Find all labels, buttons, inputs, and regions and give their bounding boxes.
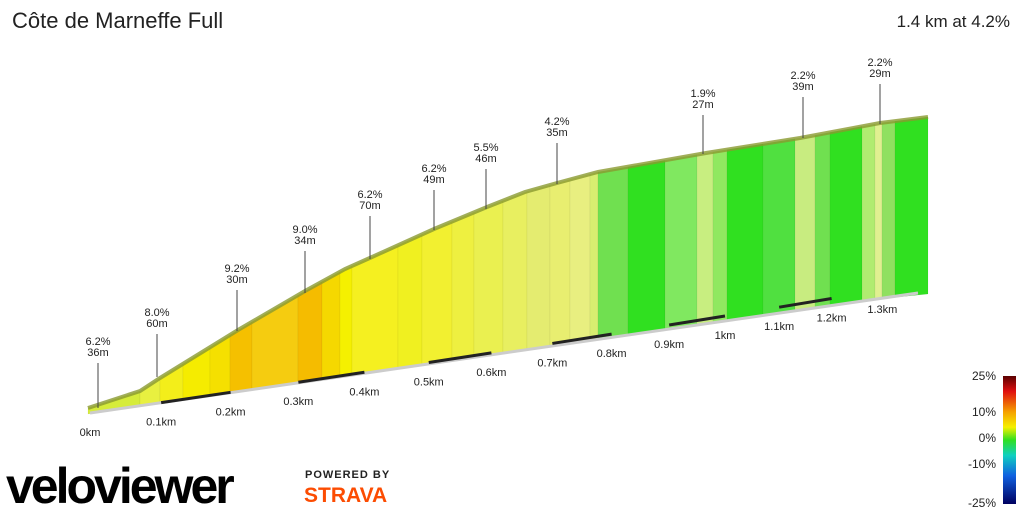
annotation-grade: 5.5% bbox=[473, 142, 498, 154]
baseline-segment bbox=[778, 297, 832, 309]
annotation-length: 30m bbox=[226, 274, 247, 286]
baseline-segment bbox=[552, 332, 612, 345]
x-tick-label: 1.1km bbox=[764, 321, 794, 333]
chart-subtitle: 1.4 km at 4.2% bbox=[897, 12, 1010, 31]
x-tick-label: 0.7km bbox=[537, 357, 567, 369]
baseline-segment bbox=[428, 351, 492, 364]
annotation-length: 39m bbox=[792, 81, 813, 93]
x-tick-label: 0km bbox=[80, 427, 101, 439]
annotation-length: 60m bbox=[146, 318, 167, 330]
profile-slice bbox=[597, 166, 629, 341]
x-tick-label: 0.6km bbox=[476, 367, 506, 379]
color-scale-label: 25% bbox=[972, 369, 996, 383]
profile-slice bbox=[829, 126, 863, 308]
annotation-grade: 6.2% bbox=[421, 163, 446, 175]
profile-edge bbox=[87, 115, 929, 410]
baseline-segment bbox=[160, 390, 231, 405]
x-tick-label: 1.2km bbox=[817, 313, 847, 325]
annotation-grade: 9.0% bbox=[292, 224, 317, 236]
profile-slice bbox=[696, 151, 714, 327]
annotation-grade: 2.2% bbox=[867, 57, 892, 69]
baseline-segment bbox=[668, 314, 726, 327]
profile-slice bbox=[874, 122, 883, 301]
profile-slice bbox=[421, 221, 453, 366]
profile-slice bbox=[589, 171, 599, 342]
profile-slice bbox=[861, 123, 876, 303]
profile-slice bbox=[502, 191, 528, 355]
profile-slice bbox=[451, 212, 475, 362]
annotation-length: 46m bbox=[475, 153, 496, 165]
x-tick-label: 0.3km bbox=[283, 396, 313, 408]
annotation-grade: 4.2% bbox=[544, 116, 569, 128]
x-tick-label: 0.4km bbox=[349, 386, 379, 398]
profile-slice bbox=[526, 184, 551, 351]
profile-slice bbox=[881, 120, 896, 300]
annotation-length: 70m bbox=[359, 200, 380, 212]
annotation-grade: 9.2% bbox=[224, 263, 249, 275]
annotation-length: 34m bbox=[294, 235, 315, 247]
profile-slice bbox=[297, 281, 323, 384]
x-tick-label: 0.1km bbox=[146, 417, 176, 429]
logo: veloviewer bbox=[6, 458, 234, 512]
profile-slice bbox=[549, 179, 571, 348]
baseline-segment bbox=[298, 370, 365, 384]
color-scale-label: -10% bbox=[968, 457, 996, 471]
color-scale-label: -25% bbox=[968, 496, 996, 510]
x-tick-label: 0.5km bbox=[414, 377, 444, 389]
annotation-grade: 2.2% bbox=[790, 70, 815, 82]
profile-slice bbox=[712, 149, 728, 324]
x-tick-label: 0.9km bbox=[654, 339, 684, 351]
x-tick-label: 0.8km bbox=[597, 348, 627, 360]
profile-slice bbox=[569, 173, 591, 345]
x-tick-label: 1km bbox=[715, 330, 736, 342]
color-scale bbox=[1003, 376, 1016, 504]
annotation-grade: 1.9% bbox=[690, 88, 715, 100]
chart-title: Côte de Marneffe Full bbox=[12, 8, 223, 33]
x-tick-label: 1.3km bbox=[867, 304, 897, 316]
profile bbox=[87, 115, 929, 415]
powered-by: POWERED BY bbox=[305, 469, 390, 481]
annotation-length: 36m bbox=[87, 347, 108, 359]
profile-slice bbox=[473, 200, 504, 359]
annotation-length: 49m bbox=[423, 174, 444, 186]
profile-slice bbox=[664, 154, 698, 331]
x-tick-label: 0.2km bbox=[216, 406, 246, 418]
profile-slice bbox=[762, 138, 796, 317]
partner-logo: STRAVA bbox=[304, 484, 387, 507]
profile-slice bbox=[894, 116, 929, 298]
annotation-length: 27m bbox=[692, 99, 713, 111]
profile-slice bbox=[794, 134, 816, 313]
profile-slice bbox=[339, 265, 353, 378]
profile-slice bbox=[726, 143, 764, 322]
profile-slice bbox=[397, 234, 423, 370]
annotation-grade: 6.2% bbox=[357, 189, 382, 201]
profile-slice bbox=[321, 271, 341, 381]
profile-slice bbox=[814, 132, 831, 310]
color-scale-label: 0% bbox=[979, 431, 997, 445]
profile-slice bbox=[627, 159, 666, 337]
annotation-length: 35m bbox=[546, 127, 567, 139]
color-scale-label: 10% bbox=[972, 405, 996, 419]
annotation-grade: 8.0% bbox=[144, 307, 169, 319]
annotation-length: 29m bbox=[869, 68, 890, 80]
annotation-grade: 6.2% bbox=[85, 336, 110, 348]
